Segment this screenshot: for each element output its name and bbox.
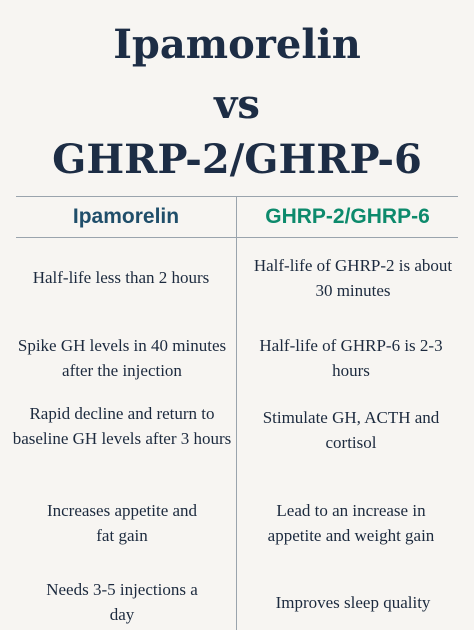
header-top-divider bbox=[16, 196, 458, 197]
title-line-2: vs bbox=[214, 81, 260, 128]
column-header-ipamorelin: Ipamorelin bbox=[72, 205, 180, 228]
title-line-1: Ipamorelin bbox=[113, 21, 361, 68]
left-cell-4: Increases appetite and fat gain bbox=[46, 501, 198, 545]
left-cell-3: Rapid decline and return to baseline GH … bbox=[12, 404, 232, 448]
right-cell-1: Half-life of GHRP-2 is about 30 minutes bbox=[253, 256, 453, 300]
right-cell-4: Lead to an increase in appetite and weig… bbox=[267, 501, 435, 545]
left-cell-2: Spike GH levels in 40 minutes after the … bbox=[17, 336, 227, 380]
right-cell-3: Stimulate GH, ACTH and cortisol bbox=[262, 408, 440, 452]
column-divider bbox=[236, 196, 237, 630]
left-cell-5: Needs 3-5 injections a day bbox=[46, 580, 198, 624]
header-bottom-divider bbox=[16, 237, 458, 238]
right-cell-2: Half-life of GHRP-6 is 2-3 hours bbox=[259, 336, 443, 380]
column-header-ghrp: GHRP-2/GHRP-6 bbox=[265, 205, 430, 228]
right-cell-5: Improves sleep quality bbox=[275, 593, 431, 612]
title-line-3: GHRP-2/GHRP-6 bbox=[52, 136, 422, 183]
left-cell-1: Half-life less than 2 hours bbox=[32, 268, 210, 287]
